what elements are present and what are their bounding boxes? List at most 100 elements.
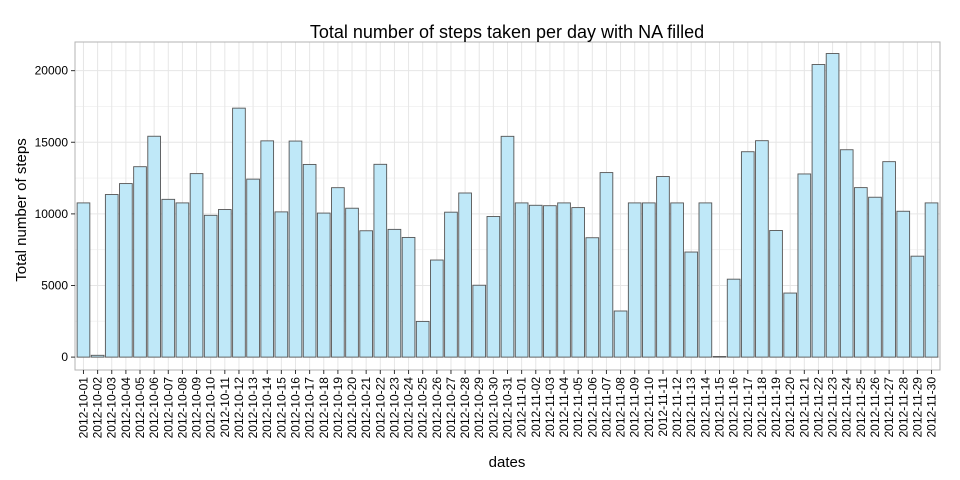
x-tick-label: 2012-10-13 xyxy=(246,377,260,439)
bar xyxy=(359,230,373,358)
x-tick-label: 2012-11-30 xyxy=(925,377,939,438)
bar xyxy=(430,259,444,358)
bar xyxy=(288,140,303,358)
bar xyxy=(401,236,416,358)
x-tick-label: 2012-10-12 xyxy=(232,377,246,439)
bar xyxy=(147,135,161,358)
bar xyxy=(924,202,939,358)
x-tick-label: 2012-11-01 xyxy=(515,377,529,438)
bar xyxy=(514,202,529,358)
x-tick-label: 2012-10-09 xyxy=(190,377,204,439)
x-tick-label: 2012-10-06 xyxy=(147,377,161,439)
x-tick-label: 2012-11-16 xyxy=(727,377,741,438)
x-tick-label: 2012-10-07 xyxy=(161,377,175,439)
x-tick-label: 2012-10-23 xyxy=(387,377,401,439)
x-tick-label: 2012-11-28 xyxy=(896,377,910,438)
bar xyxy=(274,211,289,358)
bar xyxy=(910,255,925,358)
x-tick-label: 2012-11-02 xyxy=(529,377,543,438)
bar xyxy=(90,354,105,358)
x-tick-label: 2012-10-10 xyxy=(204,377,218,439)
bar xyxy=(331,187,345,358)
x-tick-label: 2012-11-20 xyxy=(783,377,797,438)
x-tick-label: 2012-10-22 xyxy=(373,377,387,439)
bar xyxy=(104,194,119,358)
bar xyxy=(444,211,458,358)
x-tick-label: 2012-11-11 xyxy=(656,377,670,437)
bar xyxy=(783,292,797,358)
bar xyxy=(387,228,402,358)
bar xyxy=(698,202,713,358)
x-tick-label: 2012-10-26 xyxy=(430,377,444,439)
x-axis: 2012-10-01 2012-10-02 2012-10-03 2012-10-04… xyxy=(76,370,939,439)
bar xyxy=(726,278,741,358)
x-tick-label: 2012-10-19 xyxy=(331,377,345,439)
bar xyxy=(133,166,147,358)
x-tick-label: 2012-11-18 xyxy=(755,377,769,438)
x-tick-label: 2012-11-27 xyxy=(882,377,896,438)
chart-title: Total number of steps taken per day with… xyxy=(310,22,704,42)
x-tick-label: 2012-10-17 xyxy=(303,377,317,439)
bar xyxy=(76,202,91,358)
y-tick-label: 5000 xyxy=(41,278,68,292)
x-tick-label: 2012-11-03 xyxy=(543,377,557,438)
bar xyxy=(246,178,260,358)
bar xyxy=(599,172,614,358)
bars-layer xyxy=(76,53,939,358)
x-tick-label: 2012-10-21 xyxy=(359,377,373,439)
x-tick-label: 2012-11-14 xyxy=(698,377,712,438)
bar xyxy=(203,214,218,358)
x-tick-label: 2012-10-11 xyxy=(218,377,232,438)
bar xyxy=(528,204,543,358)
x-tick-label: 2012-10-05 xyxy=(133,377,147,439)
bar xyxy=(500,135,515,358)
bar xyxy=(189,173,204,358)
bar xyxy=(627,202,642,358)
x-tick-label: 2012-11-25 xyxy=(854,377,868,438)
x-tick-label: 2012-11-07 xyxy=(599,377,613,438)
bar xyxy=(811,64,826,358)
bar xyxy=(218,209,232,358)
x-tick-label: 2012-11-05 xyxy=(571,377,585,438)
bar xyxy=(119,183,133,358)
bar xyxy=(656,176,670,358)
bar xyxy=(571,207,585,358)
x-tick-label: 2012-10-25 xyxy=(416,377,430,439)
bar xyxy=(670,202,684,358)
bar xyxy=(316,212,331,358)
bar xyxy=(755,140,769,358)
bar xyxy=(486,216,501,358)
x-tick-label: 2012-11-21 xyxy=(797,377,811,438)
x-tick-label: 2012-11-08 xyxy=(614,377,628,438)
bar xyxy=(585,237,600,358)
bar xyxy=(825,53,840,358)
y-axis: 0 5000 10000 15000 20000 xyxy=(35,64,75,364)
x-tick-label: 2012-10-01 xyxy=(76,377,90,439)
bar xyxy=(769,230,783,358)
bar xyxy=(175,202,190,358)
x-tick-label: 2012-10-24 xyxy=(402,377,416,439)
bar xyxy=(472,284,487,358)
bar xyxy=(684,251,699,358)
x-tick-label: 2012-11-10 xyxy=(642,377,656,438)
bar xyxy=(458,192,472,358)
y-tick-label: 15000 xyxy=(35,135,69,149)
x-tick-label: 2012-10-27 xyxy=(444,377,458,439)
bar xyxy=(712,356,727,358)
x-tick-label: 2012-10-16 xyxy=(288,377,302,439)
x-tick-label: 2012-10-20 xyxy=(345,377,359,439)
x-tick-label: 2012-11-23 xyxy=(826,377,840,438)
bar xyxy=(882,161,896,358)
bar xyxy=(373,163,388,358)
x-tick-label: 2012-11-04 xyxy=(557,377,571,438)
bar xyxy=(740,151,755,358)
x-tick-label: 2012-11-22 xyxy=(811,377,825,438)
y-tick-label: 10000 xyxy=(35,207,69,221)
x-tick-label: 2012-11-24 xyxy=(840,377,854,438)
bar xyxy=(868,196,882,358)
bar xyxy=(302,163,317,358)
bar xyxy=(642,202,656,358)
bar xyxy=(415,320,430,358)
bar xyxy=(232,107,246,358)
